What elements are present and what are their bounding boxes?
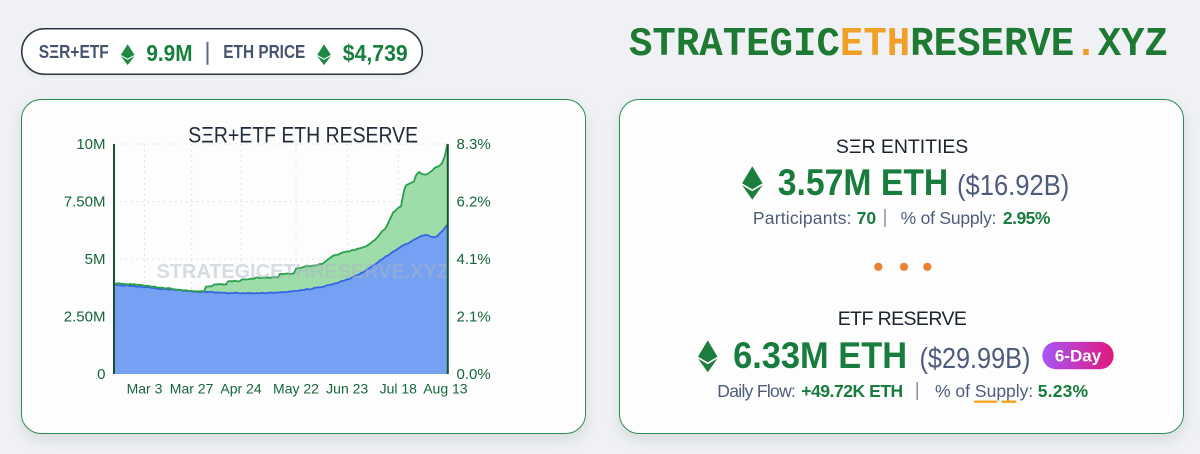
svg-text:5M: 5M (85, 251, 106, 268)
svg-text:STRATEGICETHRESERVE.XYZ: STRATEGICETHRESERVE.XYZ (629, 22, 1168, 62)
svg-text:Participants:: Participants: (753, 208, 852, 228)
svg-text:SΞR+ETF: SΞR+ETF (39, 42, 109, 62)
svg-text:0: 0 (97, 366, 105, 383)
svg-text:Daily Flow:: Daily Flow: (717, 381, 796, 401)
svg-text:+49.72K ETH: +49.72K ETH (801, 381, 903, 401)
svg-text:Aug 13: Aug 13 (423, 381, 468, 397)
svg-text:7.50M: 7.50M (64, 194, 106, 211)
svg-text:($29.99B): ($29.99B) (920, 343, 1031, 375)
svg-text:2.50M: 2.50M (64, 309, 106, 326)
svg-text:6.2%: 6.2% (457, 194, 491, 211)
svg-text:6-Day: 6-Day (1055, 347, 1102, 366)
svg-text:8.3%: 8.3% (457, 136, 491, 153)
svg-text:% of Supply:: % of Supply: (935, 381, 1033, 401)
svg-text:Jul 18: Jul 18 (380, 381, 418, 397)
svg-text:Mar 3: Mar 3 (127, 381, 163, 397)
svg-text:SΞR ENTITIES: SΞR ENTITIES (836, 136, 968, 158)
svg-text:2.1%: 2.1% (457, 309, 491, 326)
svg-text:10M: 10M (76, 136, 105, 153)
svg-text:Jun 23: Jun 23 (326, 381, 368, 397)
svg-text:Mar 27: Mar 27 (170, 381, 214, 397)
svg-text:ETH PRICE: ETH PRICE (223, 42, 305, 62)
svg-text:6.33M ETH: 6.33M ETH (733, 335, 907, 376)
svg-text:5.23%: 5.23% (1038, 381, 1089, 401)
svg-text:3.57M ETH: 3.57M ETH (778, 162, 949, 203)
svg-text:4.1%: 4.1% (457, 251, 491, 268)
svg-text:70: 70 (857, 208, 877, 228)
svg-text:% of Supply:: % of Supply: (901, 208, 997, 228)
svg-text:($16.92B): ($16.92B) (957, 170, 1069, 202)
svg-text:May 22: May 22 (273, 381, 319, 397)
svg-text:$4,739: $4,739 (343, 40, 408, 66)
svg-text:2.95%: 2.95% (1003, 208, 1051, 228)
svg-text:Apr 24: Apr 24 (220, 381, 261, 397)
svg-text:SΞR+ETF ETH RESERVE: SΞR+ETF ETH RESERVE (188, 123, 418, 148)
svg-text:STRATEGICETHRESERVE.XYZ: STRATEGICETHRESERVE.XYZ (157, 261, 450, 283)
svg-text:ETF RESERVE: ETF RESERVE (838, 308, 967, 330)
svg-text:9.9M: 9.9M (146, 40, 192, 66)
svg-text:0.0%: 0.0% (457, 366, 491, 383)
